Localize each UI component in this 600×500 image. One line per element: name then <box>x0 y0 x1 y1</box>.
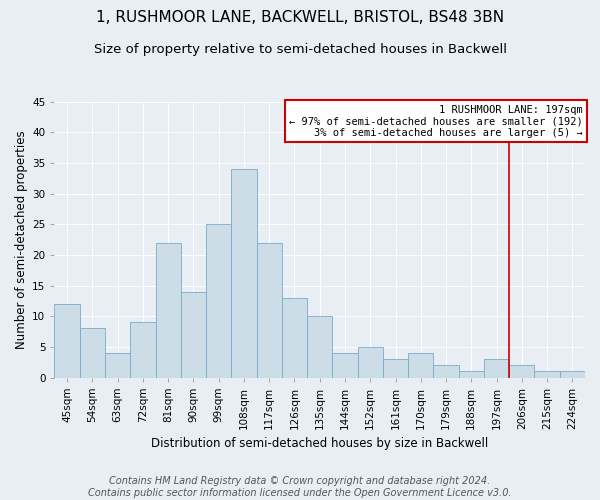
Bar <box>181 292 206 378</box>
Bar <box>509 365 535 378</box>
Bar <box>484 359 509 378</box>
Bar <box>231 169 257 378</box>
Bar <box>55 304 80 378</box>
Bar <box>130 322 155 378</box>
Bar <box>433 365 458 378</box>
Bar <box>408 353 433 378</box>
X-axis label: Distribution of semi-detached houses by size in Backwell: Distribution of semi-detached houses by … <box>151 437 488 450</box>
Bar <box>155 242 181 378</box>
Bar <box>206 224 231 378</box>
Bar <box>307 316 332 378</box>
Text: 1, RUSHMOOR LANE, BACKWELL, BRISTOL, BS48 3BN: 1, RUSHMOOR LANE, BACKWELL, BRISTOL, BS4… <box>96 10 504 25</box>
Bar <box>560 372 585 378</box>
Bar <box>458 372 484 378</box>
Bar <box>282 298 307 378</box>
Y-axis label: Number of semi-detached properties: Number of semi-detached properties <box>15 130 28 349</box>
Bar <box>535 372 560 378</box>
Bar <box>358 347 383 378</box>
Bar <box>80 328 105 378</box>
Bar <box>332 353 358 378</box>
Text: Contains HM Land Registry data © Crown copyright and database right 2024.
Contai: Contains HM Land Registry data © Crown c… <box>88 476 512 498</box>
Text: 1 RUSHMOOR LANE: 197sqm
← 97% of semi-detached houses are smaller (192)
3% of se: 1 RUSHMOOR LANE: 197sqm ← 97% of semi-de… <box>289 104 583 138</box>
Bar <box>105 353 130 378</box>
Bar <box>257 242 282 378</box>
Text: Size of property relative to semi-detached houses in Backwell: Size of property relative to semi-detach… <box>94 42 506 56</box>
Bar <box>383 359 408 378</box>
